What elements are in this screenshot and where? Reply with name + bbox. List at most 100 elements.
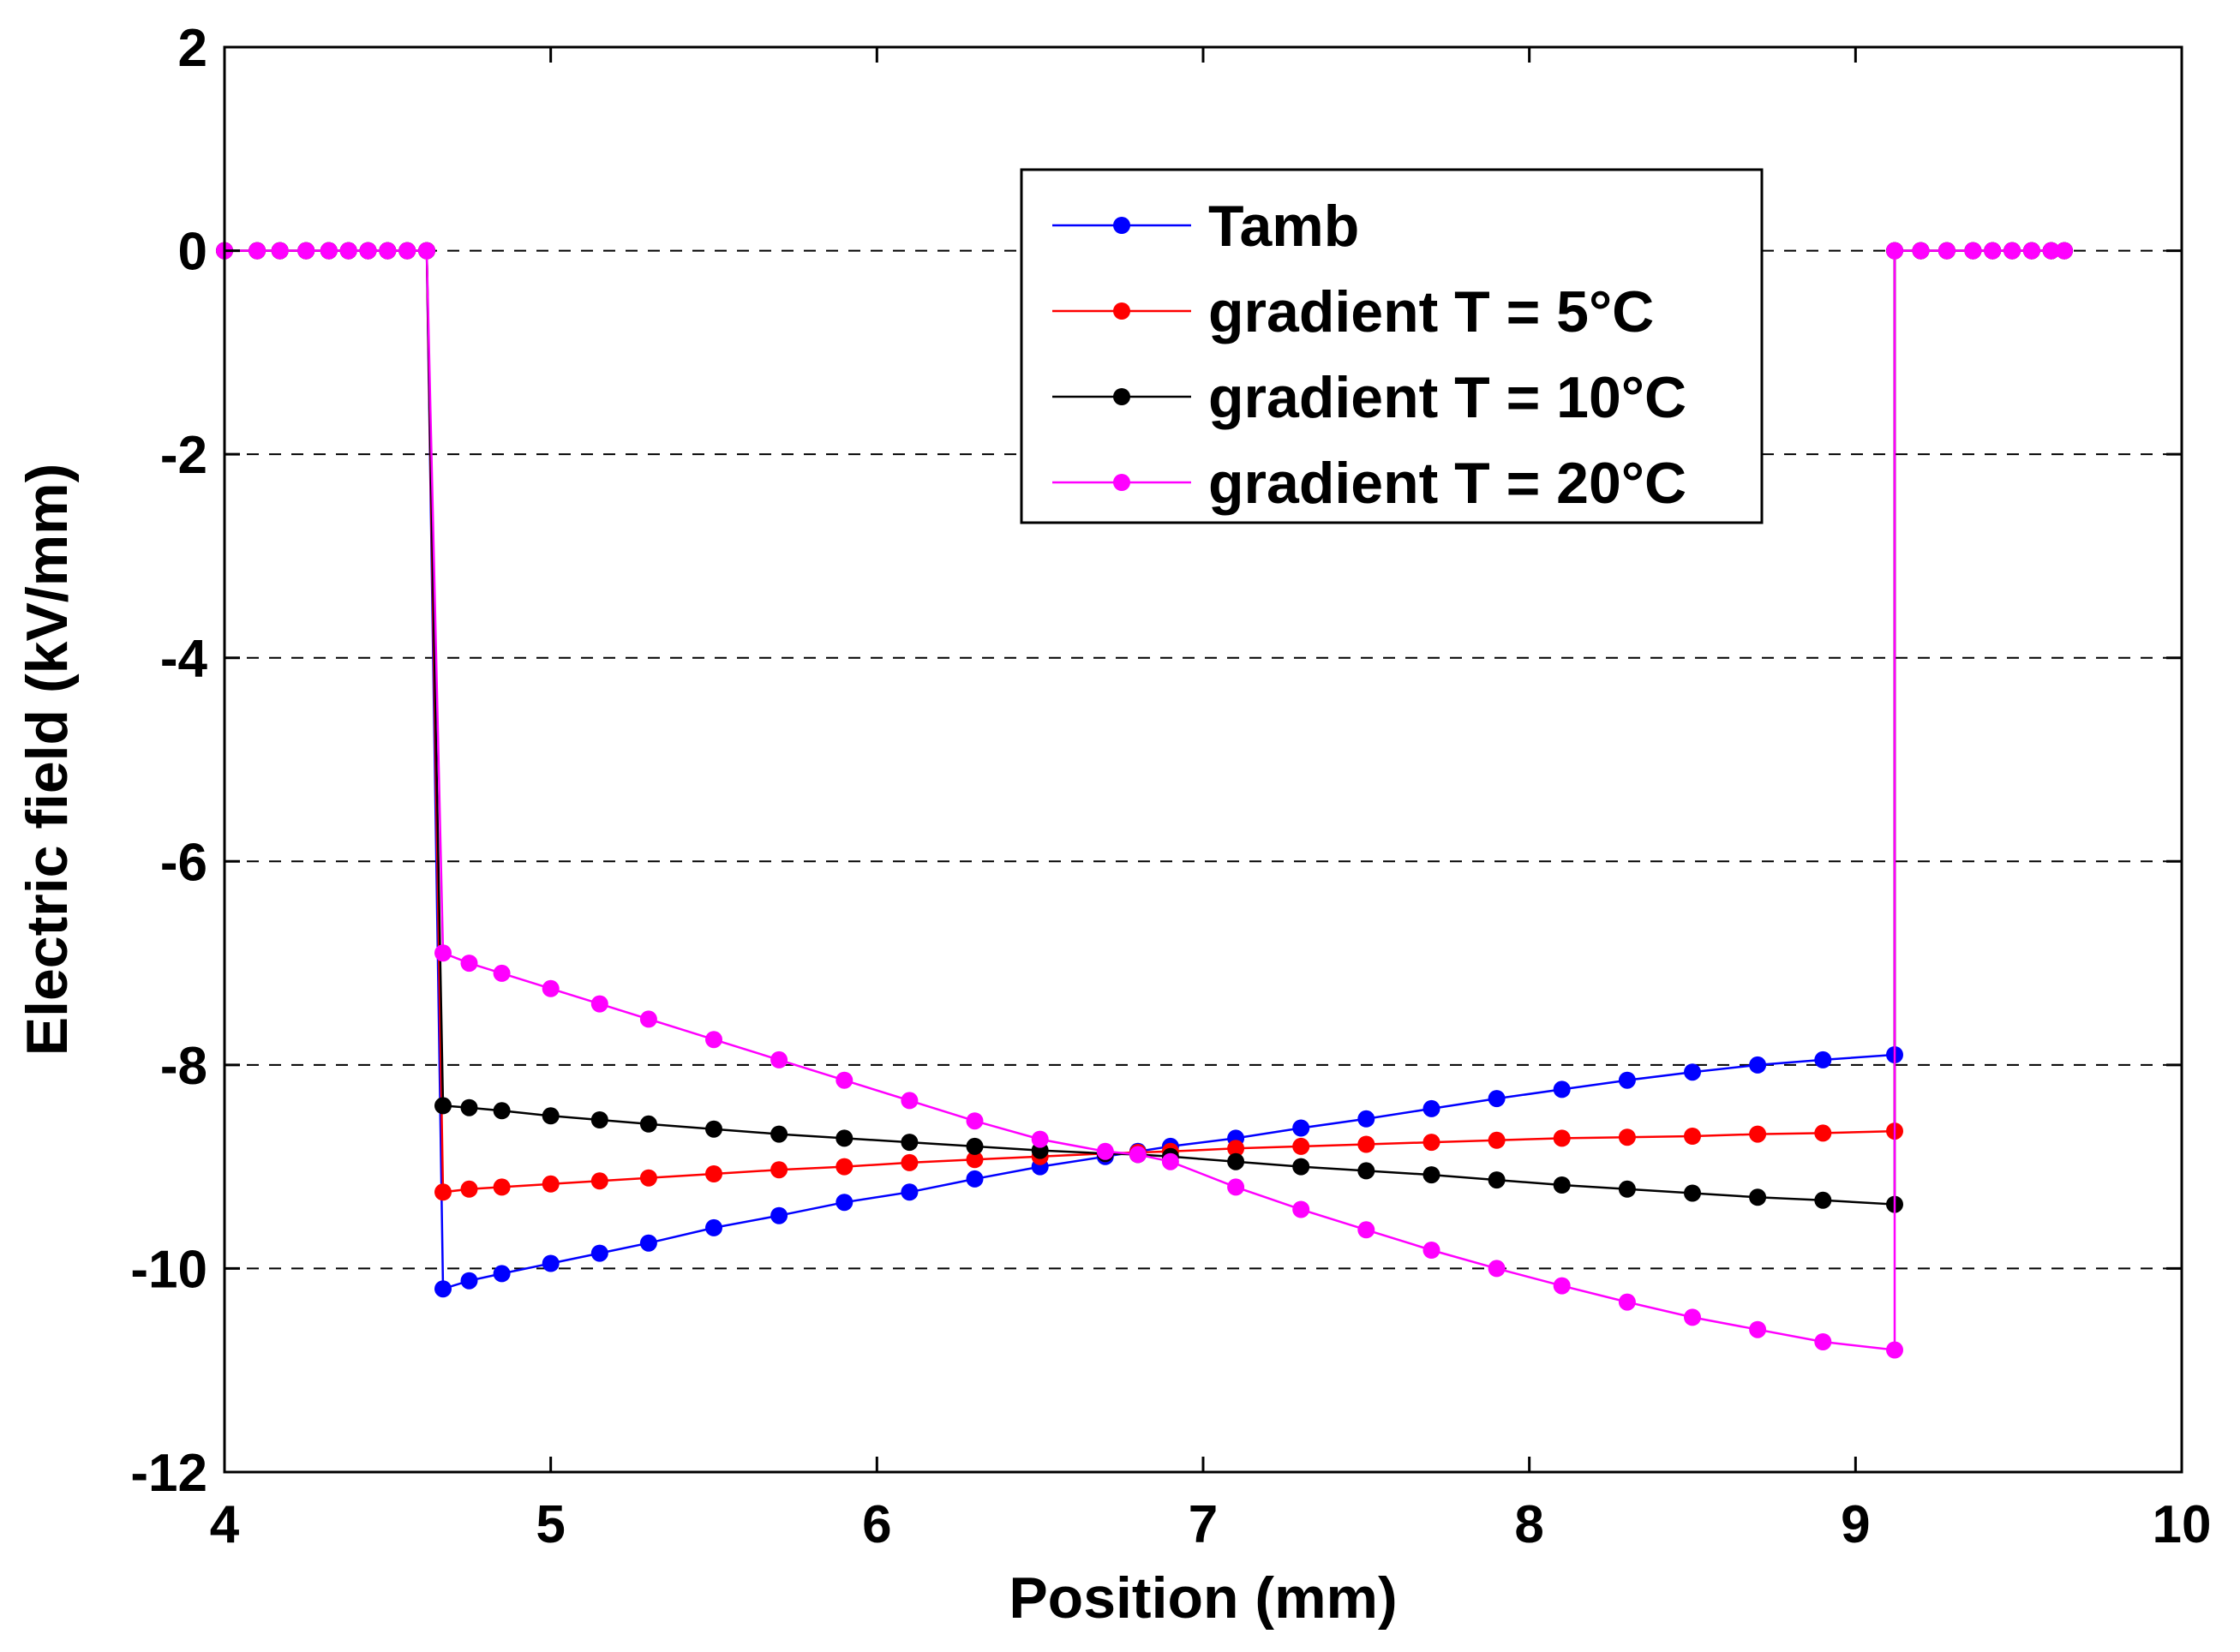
data-point <box>493 1178 511 1196</box>
y-tick-label: -10 <box>130 1240 207 1299</box>
x-tick-label: 6 <box>862 1495 891 1554</box>
data-point <box>1422 1099 1440 1117</box>
data-point <box>836 1071 853 1089</box>
data-point <box>705 1165 722 1182</box>
data-point <box>320 242 338 260</box>
y-tick-label: 0 <box>178 223 207 282</box>
data-point <box>434 1280 452 1298</box>
data-point <box>1096 1142 1114 1160</box>
data-point <box>1938 242 1956 260</box>
x-tick-label: 10 <box>2153 1495 2212 1554</box>
data-point <box>1814 1050 1832 1068</box>
y-tick-label: -4 <box>160 630 208 689</box>
data-point <box>339 242 357 260</box>
data-point <box>434 944 452 962</box>
data-point <box>1488 1171 1506 1189</box>
data-point <box>1357 1135 1375 1153</box>
data-point <box>542 1107 560 1125</box>
data-point <box>1749 1188 1767 1206</box>
data-point <box>398 242 416 260</box>
data-point <box>418 242 435 260</box>
data-point <box>1553 1080 1571 1098</box>
data-point <box>460 1098 478 1116</box>
data-point <box>1684 1128 1701 1145</box>
data-point <box>1684 1063 1701 1081</box>
data-point <box>1292 1119 1310 1137</box>
legend-marker <box>1113 302 1130 320</box>
data-point <box>1749 1125 1767 1143</box>
data-point <box>901 1134 919 1152</box>
data-point <box>901 1092 919 1110</box>
data-point <box>1357 1110 1375 1128</box>
data-point <box>639 1169 657 1187</box>
y-tick-label: -12 <box>130 1444 207 1503</box>
data-point <box>1749 1056 1767 1074</box>
data-point <box>770 1161 788 1179</box>
legend-items: Tamb gradient T = 5°C gradient T = 10°C gra… <box>1052 194 1686 516</box>
data-point <box>1422 1166 1440 1184</box>
legend-label: gradient T = 10°C <box>1208 365 1686 430</box>
legend: Tamb gradient T = 5°C gradient T = 10°C gra… <box>1020 168 1764 524</box>
data-point <box>705 1120 722 1138</box>
data-point <box>901 1183 919 1201</box>
data-point <box>770 1206 788 1224</box>
data-point <box>1749 1320 1767 1338</box>
data-point <box>542 979 560 997</box>
data-point <box>297 242 315 260</box>
data-point <box>460 955 478 973</box>
x-tick-label: 7 <box>1189 1495 1218 1554</box>
data-point <box>460 1180 478 1198</box>
x-axis-label: Position (mm) <box>1009 1565 1397 1631</box>
y-tick-label: -6 <box>160 833 207 892</box>
data-point <box>836 1158 853 1176</box>
data-point <box>1684 1184 1701 1202</box>
grid-layer <box>225 249 2182 1270</box>
data-point <box>1553 1176 1571 1194</box>
legend-label: gradient T = 5°C <box>1208 279 1654 344</box>
y-tick-label: -2 <box>160 426 207 485</box>
data-point <box>271 242 289 260</box>
data-point <box>1422 1242 1440 1259</box>
data-point <box>1031 1130 1049 1148</box>
data-point <box>2003 242 2021 260</box>
y-tick-label: 2 <box>178 19 207 78</box>
data-point <box>1618 1128 1636 1146</box>
x-tick-label: 8 <box>1514 1495 1543 1554</box>
data-point <box>1814 1124 1832 1142</box>
data-point <box>1227 1140 1245 1158</box>
data-point <box>460 1272 478 1290</box>
data-point <box>1292 1200 1310 1218</box>
data-point <box>1618 1180 1636 1198</box>
data-point <box>1618 1293 1636 1311</box>
data-point <box>705 1218 722 1236</box>
data-point <box>1488 1090 1506 1108</box>
data-point <box>493 1102 511 1120</box>
data-point <box>966 1151 984 1169</box>
y-axis-label: Electric field (kV/mm) <box>15 464 80 1056</box>
x-tick-label: 9 <box>1841 1495 1870 1554</box>
ticks-layer: 4 5 6 7 8 9 10 -12 -10 -8 -6 -4 -2 0 2 <box>130 19 2211 1554</box>
data-point <box>639 1010 657 1028</box>
legend-label: Tamb <box>1208 194 1359 259</box>
data-point <box>590 1244 608 1262</box>
data-point <box>590 995 608 1013</box>
data-point <box>1129 1146 1147 1164</box>
data-point <box>901 1153 919 1171</box>
series-layer <box>216 242 2073 1359</box>
data-point <box>1964 242 1982 260</box>
data-point <box>966 1170 984 1188</box>
data-point <box>1422 1134 1440 1152</box>
legend-marker <box>1113 388 1130 405</box>
legend-label: gradient T = 20°C <box>1208 451 1686 516</box>
data-point <box>1886 242 1903 260</box>
data-point <box>770 1125 788 1143</box>
data-point <box>966 1112 984 1130</box>
data-point <box>1814 1191 1832 1209</box>
legend-marker <box>1113 217 1130 234</box>
data-point <box>705 1031 722 1049</box>
data-point <box>1357 1162 1375 1180</box>
data-point <box>1488 1131 1506 1149</box>
data-point <box>966 1137 984 1155</box>
data-point <box>1161 1152 1179 1170</box>
